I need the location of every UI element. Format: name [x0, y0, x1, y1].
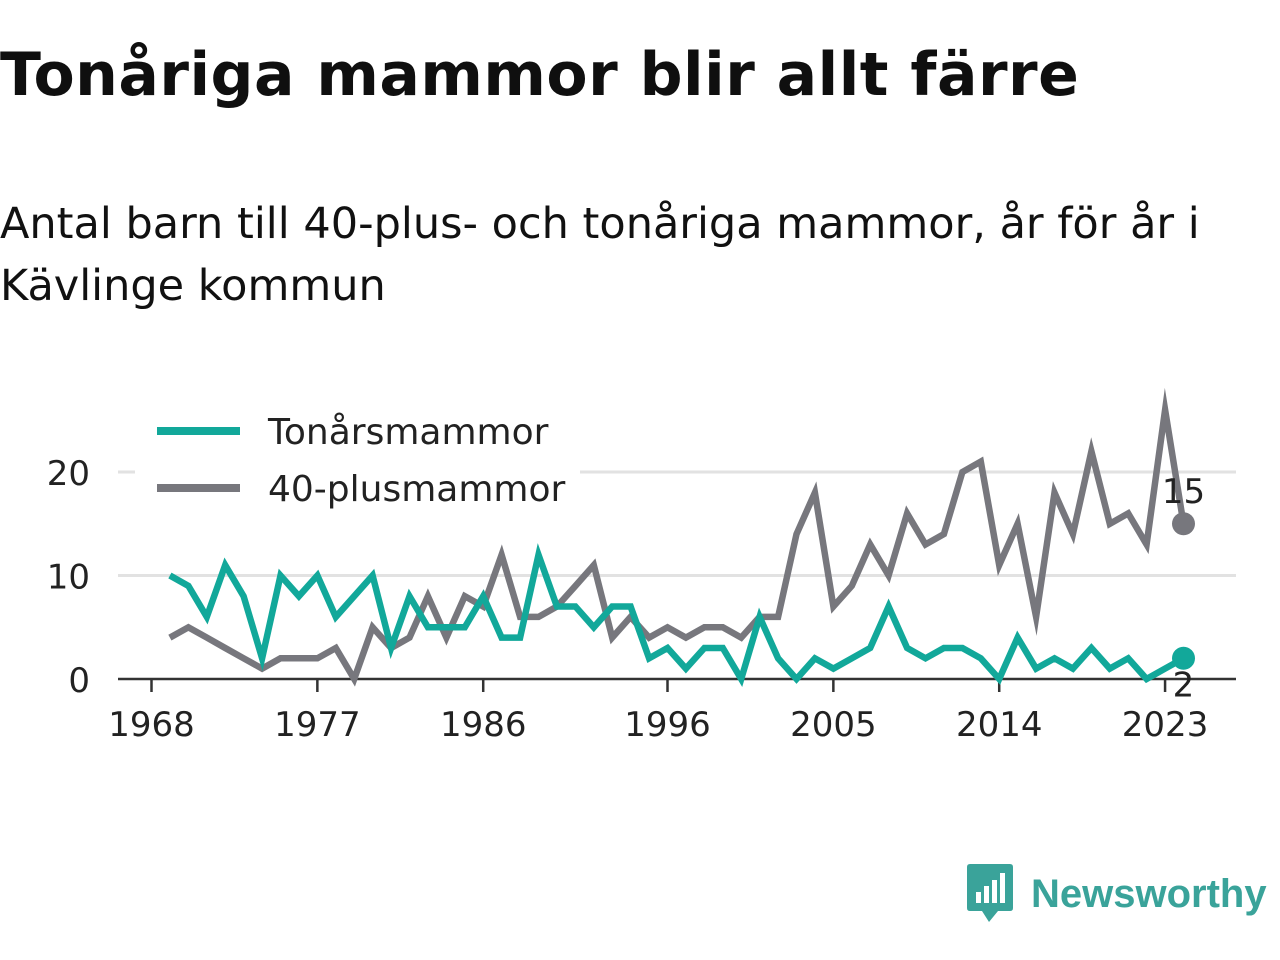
end-value-label: 15	[1162, 472, 1205, 512]
chart-title: Tonåriga mammor blir allt färre	[0, 40, 1080, 110]
series-line-teenage-mothers	[168, 543, 1186, 688]
newsworthy-logo-icon	[967, 864, 1013, 922]
y-tick-label: 10	[47, 558, 90, 598]
x-tick-label: 2023	[1122, 705, 1209, 745]
legend-background	[135, 398, 580, 518]
end-point-marker	[1172, 512, 1195, 536]
brand: Newsworthy	[965, 862, 1267, 926]
x-tick-label: 1977	[274, 705, 361, 745]
brand-name: Newsworthy	[1031, 871, 1267, 916]
x-tick-label: 1986	[440, 705, 527, 745]
x-tick-label: 1968	[108, 705, 195, 745]
series-line-40plus-mothers	[168, 387, 1187, 687]
y-tick-label: 0	[68, 661, 90, 701]
end-point-marker	[1172, 646, 1195, 670]
x-tick-label: 1996	[624, 705, 711, 745]
y-tick-label: 20	[47, 454, 90, 494]
x-tick-label: 2014	[956, 705, 1043, 745]
chart-subtitle: Antal barn till 40-plus- och tonåriga ma…	[0, 199, 1200, 311]
legend-label: Tonårsmammor	[267, 412, 549, 453]
end-value-label: 2	[1173, 665, 1195, 705]
legend: Tonårsmammor 40-plusmammor	[135, 398, 580, 518]
x-tick-label: 2005	[790, 705, 877, 745]
legend-label: 40-plusmammor	[268, 469, 566, 510]
